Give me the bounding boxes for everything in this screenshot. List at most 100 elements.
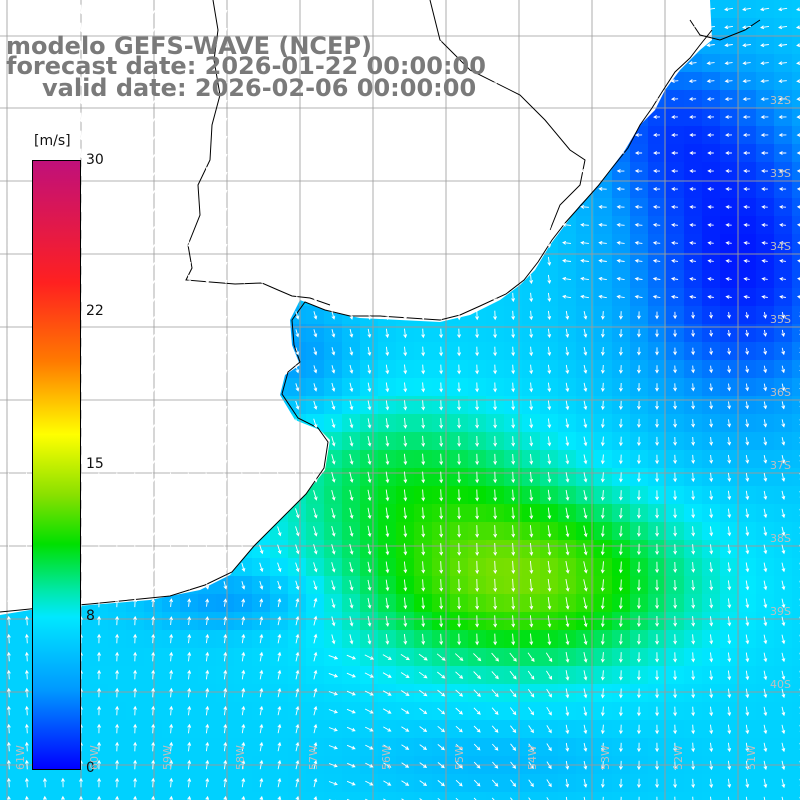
wind-arrow <box>97 526 102 537</box>
longitude-label: 53W <box>599 745 612 770</box>
wind-arrow <box>115 202 120 213</box>
wind-arrow <box>421 58 426 69</box>
wind-arrow <box>259 616 264 626</box>
wind-arrow <box>618 436 623 447</box>
field-cell <box>18 792 37 800</box>
wind-arrow <box>529 382 534 393</box>
wind-arrow <box>760 25 770 30</box>
wind-arrow <box>331 382 336 392</box>
wind-arrow <box>223 436 228 447</box>
wind-arrow <box>743 259 750 263</box>
wind-arrow <box>562 186 572 191</box>
wind-arrow <box>241 669 246 680</box>
wind-arrow <box>97 472 102 483</box>
wind-arrow <box>97 166 102 177</box>
wind-arrow <box>565 507 570 520</box>
wind-arrow <box>547 40 552 51</box>
wind-arrow <box>295 365 300 374</box>
wind-arrow <box>7 238 12 249</box>
wind-arrow <box>151 4 156 15</box>
wind-arrow <box>277 58 282 68</box>
wind-arrow <box>547 364 552 375</box>
wind-arrow <box>421 202 426 213</box>
wind-arrow <box>493 292 498 303</box>
wind-arrow <box>709 383 714 392</box>
wind-arrow <box>313 58 318 68</box>
wind-arrow <box>527 670 535 680</box>
wind-arrow <box>673 706 678 717</box>
wind-arrow <box>421 166 426 177</box>
wind-arrow <box>241 58 246 68</box>
wind-arrow <box>600 418 605 429</box>
wind-arrow <box>385 94 390 105</box>
wind-arrow <box>328 781 338 786</box>
wind-arrow <box>241 310 246 320</box>
wind-arrow <box>637 778 641 789</box>
wind-arrow <box>637 472 641 483</box>
wind-arrow <box>475 364 480 375</box>
wind-arrow <box>133 328 138 339</box>
wind-arrow <box>205 723 210 734</box>
wind-arrow <box>61 94 66 105</box>
wind-arrow <box>529 220 534 231</box>
wind-arrow <box>673 365 678 374</box>
wind-arrow <box>529 400 534 411</box>
wind-arrow <box>653 169 661 173</box>
wind-arrow <box>727 796 730 800</box>
wind-arrow <box>259 365 264 374</box>
field-cell <box>792 270 800 289</box>
wind-arrow <box>313 4 318 14</box>
wind-arrow <box>439 256 444 267</box>
wind-arrow <box>671 151 678 155</box>
wind-arrow <box>743 223 750 227</box>
wind-arrow <box>616 115 625 119</box>
wind-arrow <box>763 742 768 753</box>
wind-arrow <box>457 453 462 466</box>
wind-arrow <box>618 652 623 663</box>
wind-arrow <box>475 597 480 610</box>
field-cell <box>792 324 800 343</box>
wind-arrow <box>778 151 787 155</box>
wind-arrow <box>547 525 552 538</box>
wind-arrow <box>583 490 588 501</box>
wind-arrow <box>727 401 732 410</box>
wind-arrow <box>187 562 192 573</box>
wind-arrow <box>547 112 552 122</box>
wind-arrow <box>367 4 372 15</box>
wind-arrow <box>385 58 390 69</box>
wind-arrow <box>403 4 408 15</box>
wind-arrow <box>670 7 680 12</box>
wind-arrow <box>43 4 48 15</box>
wind-arrow <box>169 562 174 573</box>
wind-arrow <box>689 205 696 209</box>
wind-arrow <box>241 202 246 212</box>
wind-arrow <box>439 40 444 51</box>
wind-arrow <box>364 708 374 714</box>
wind-arrow <box>349 328 354 338</box>
wind-arrow <box>223 544 228 555</box>
wind-arrow <box>151 705 156 716</box>
wind-arrow <box>565 651 570 663</box>
wind-arrow <box>115 705 120 716</box>
wind-arrow <box>493 4 498 15</box>
wind-arrow <box>745 455 750 464</box>
wind-arrow <box>547 4 552 15</box>
wind-arrow <box>583 454 588 465</box>
wind-arrow <box>7 544 12 555</box>
wind-arrow <box>637 652 641 663</box>
wind-arrow <box>688 43 697 48</box>
wind-arrow <box>385 525 390 538</box>
wind-arrow <box>565 489 570 501</box>
wind-arrow <box>313 741 318 752</box>
wind-arrow <box>546 688 552 698</box>
wind-arrow <box>421 256 426 267</box>
wind-arrow <box>565 742 570 752</box>
wind-arrow <box>277 651 282 662</box>
wind-arrow <box>637 365 641 374</box>
wind-arrow <box>382 654 392 660</box>
wind-arrow <box>223 238 228 248</box>
wind-arrow <box>223 4 228 14</box>
wind-arrow <box>295 256 300 266</box>
wind-arrow <box>618 543 623 556</box>
wind-arrow <box>670 43 679 48</box>
